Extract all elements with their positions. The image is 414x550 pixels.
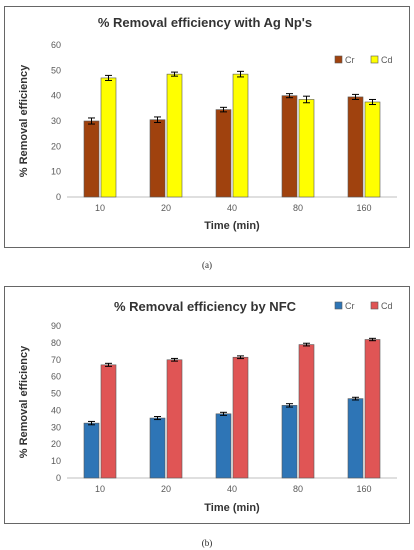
chart-0-error-bar-cd	[171, 71, 178, 77]
chart-0-bar-cr	[83, 120, 100, 198]
chart-0-error-bar-cd	[303, 95, 310, 104]
chart-0-ylabel: % Removal efficiency	[18, 64, 30, 177]
chart-0-error-bar-cr	[352, 93, 359, 100]
chart-1-legend-cd: Cd	[370, 301, 393, 311]
chart-0-error-bar-cd	[237, 70, 244, 78]
chart-1-bar-cd	[298, 344, 315, 479]
chart-0-ytick-label: 30	[51, 116, 61, 126]
chart-a-svg: % Removal efficiency with Ag Np's 0 10 20 30…	[18, 15, 397, 232]
chart-1-bar-cr	[347, 398, 364, 479]
chart-0-bar-cd	[298, 99, 315, 198]
chart-1-bar-cr	[83, 422, 100, 479]
chart-1-xlabel: Time (min)	[204, 502, 260, 514]
svg-text:Cd: Cd	[381, 301, 393, 311]
svg-text:Cr: Cr	[345, 301, 355, 311]
chart-0-error-bar-cr	[286, 93, 293, 99]
chart-1-error-bar-cd	[369, 337, 376, 342]
chart-1-error-bar-cr	[88, 420, 95, 426]
chart-0-ytick-label: 50	[51, 65, 61, 75]
svg-text:Cd: Cd	[381, 55, 393, 65]
chart-1-title: % Removal efficiency by NFC	[114, 299, 297, 314]
chart-0-ytick-label: 0	[56, 192, 61, 202]
chart-1-xtick-label: 160	[356, 484, 371, 494]
chart-1-ytick-label: 40	[51, 405, 61, 415]
chart-1-ytick-label: 10	[51, 456, 61, 466]
chart-1-ytick-label: 60	[51, 372, 61, 382]
chart-0-bar-cd	[364, 101, 381, 198]
chart-0-bar-cd	[100, 77, 117, 198]
chart-0-ytick-label: 20	[51, 141, 61, 151]
chart-0-error-bar-cr	[88, 117, 95, 125]
chart-1-ylabel: % Removal efficiency	[18, 345, 30, 458]
chart-0-bar-cr	[215, 109, 232, 198]
chart-1-error-bar-cd	[171, 357, 178, 362]
chart-0-legend-cd: Cd	[370, 55, 393, 65]
chart-b-svg: % Removal efficiency by NFC 0 10 20 30 40 50 60…	[18, 299, 397, 514]
chart-1-xtick-label: 10	[95, 484, 105, 494]
chart-1-bar-cd	[232, 356, 249, 479]
chart-1-bar-cr	[281, 405, 298, 479]
chart-1-xtick-label: 80	[293, 484, 303, 494]
chart-1-ytick-label: 0	[56, 473, 61, 483]
caption-b: (b)	[201, 538, 213, 548]
chart-1-ytick-label: 90	[51, 321, 61, 331]
chart-0-bar-cr	[281, 95, 298, 198]
chart-1-ytick-label: 50	[51, 389, 61, 399]
chart-panel-a: % Removal efficiency with Ag Np's 0 10 20 30…	[4, 6, 410, 248]
chart-0-xlabel: Time (min)	[204, 220, 260, 232]
chart-1-error-bar-cr	[286, 403, 293, 408]
chart-1-error-bar-cd	[105, 362, 112, 367]
chart-0-xtick-label: 20	[161, 203, 171, 213]
chart-0-bar-cd	[232, 73, 249, 198]
chart-1-error-bar-cr	[352, 396, 359, 401]
chart-0-xtick-label: 10	[95, 203, 105, 213]
chart-1-ytick-label: 30	[51, 422, 61, 432]
chart-0-title: % Removal efficiency with Ag Np's	[98, 15, 312, 30]
chart-1-bar-cd	[166, 359, 183, 479]
chart-1-ytick-label: 80	[51, 338, 61, 348]
chart-0-ytick-label: 40	[51, 91, 61, 101]
chart-1-error-bar-cd	[237, 355, 244, 360]
chart-0-xtick-label: 80	[293, 203, 303, 213]
svg-text:Cr: Cr	[345, 55, 355, 65]
chart-0-bar-cd	[166, 73, 183, 198]
chart-panel-b: % Removal efficiency by NFC 0 10 20 30 40 50 60…	[4, 286, 410, 524]
chart-1-legend-cr: Cr	[334, 301, 355, 311]
chart-1-xtick-label: 40	[227, 484, 237, 494]
chart-0-bar-cr	[149, 119, 166, 198]
chart-0-bar-cr	[347, 96, 364, 198]
chart-1-ytick-label: 70	[51, 355, 61, 365]
chart-0-ytick-label: 10	[51, 167, 61, 177]
chart-1-bar-cd	[364, 339, 381, 479]
caption-a: (a)	[202, 260, 212, 270]
chart-0-ytick-label: 60	[51, 40, 61, 50]
chart-0-legend-cr: Cr	[334, 55, 355, 65]
chart-1-bar-cd	[100, 364, 117, 479]
chart-1-bar-cr	[149, 417, 166, 479]
chart-0-error-bar-cd	[105, 74, 112, 81]
chart-1-error-bar-cd	[303, 342, 310, 347]
chart-1-ytick-label: 20	[51, 439, 61, 449]
chart-0-error-bar-cd	[369, 98, 376, 106]
chart-1-xtick-label: 20	[161, 484, 171, 494]
chart-1-bar-cr	[215, 413, 232, 479]
chart-0-error-bar-cr	[220, 106, 227, 113]
chart-0-xtick-label: 40	[227, 203, 237, 213]
chart-0-xtick-label: 160	[356, 203, 371, 213]
chart-0-error-bar-cr	[154, 116, 161, 124]
chart-1-error-bar-cr	[220, 411, 227, 416]
chart-1-error-bar-cr	[154, 416, 161, 421]
